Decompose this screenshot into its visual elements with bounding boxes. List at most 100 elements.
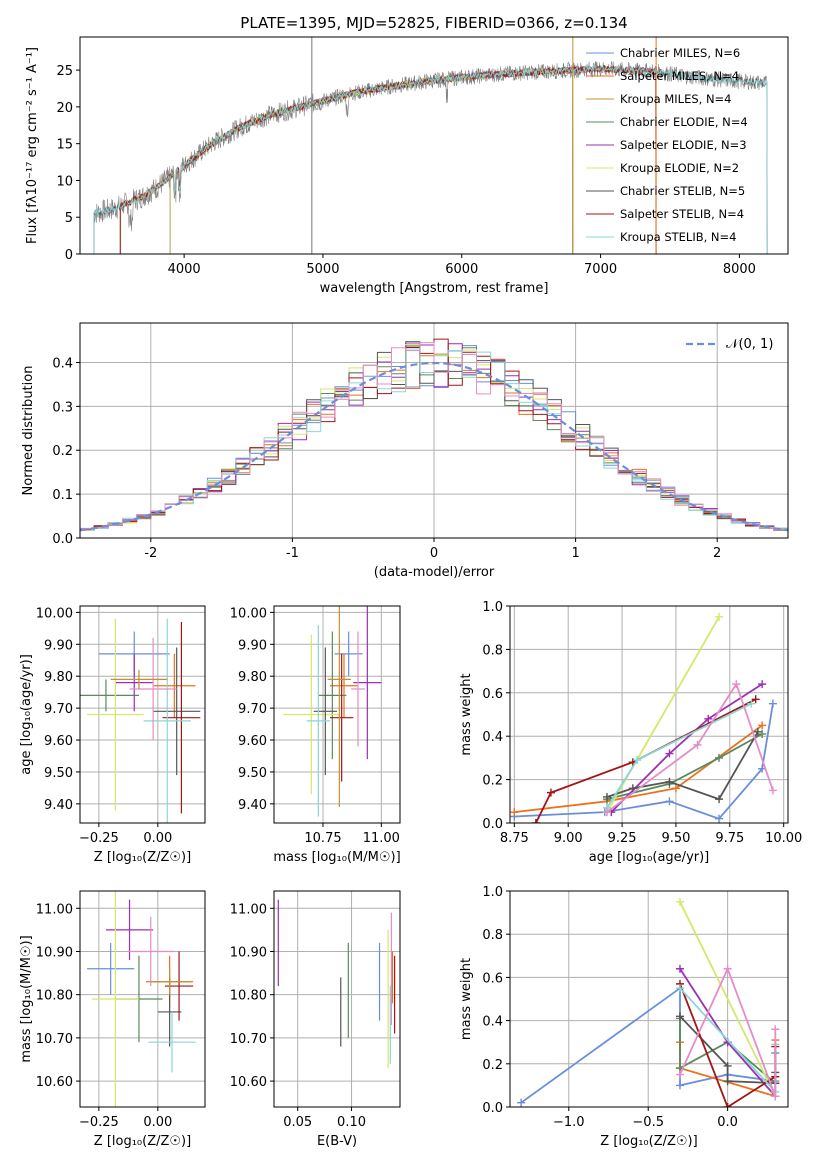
x-tick-label: 9.50 xyxy=(661,831,690,846)
y-ticks: 0.0 0.2 0.4 0.6 0.8 1.0 xyxy=(482,600,510,832)
y-tick-label: 9.70 xyxy=(44,702,73,717)
y-tick-label: 1.0 xyxy=(482,885,503,900)
legend-label: Kroupa MILES, N=4 xyxy=(620,92,732,106)
series-line xyxy=(679,1018,776,1084)
plot-frame xyxy=(79,36,789,255)
plot-frame xyxy=(509,605,789,824)
y-tick-label: 0.8 xyxy=(482,643,503,658)
y-axis-label: mass [log₁₀(M/M☉)] xyxy=(19,935,34,1062)
y-tick-label: 0.0 xyxy=(52,532,73,547)
model-spectrum-line xyxy=(119,64,657,254)
axes-age-vs-Z: −0.25 0.00 9.40 9.50 9.60 9.70 9.80 9.90 10.00 Z … xyxy=(19,606,205,865)
x-tick-label: -1 xyxy=(286,546,299,561)
axes-spectrum: 4000 5000 6000 7000 8000 0 5 10 15 20 25 wavelength… xyxy=(25,47,756,296)
errorbars xyxy=(80,618,201,823)
series-marker xyxy=(747,699,756,708)
series-marker xyxy=(771,1025,780,1034)
y-tick-label: 0.2 xyxy=(52,444,73,459)
x-tick-label: 10.00 xyxy=(765,831,802,846)
y-tick-label: 0.0 xyxy=(482,817,503,832)
y-tick-label: 9.50 xyxy=(238,766,267,781)
errorbars xyxy=(283,606,382,817)
series-marker xyxy=(665,777,674,786)
legend-label: Chabrier STELIB, N=5 xyxy=(620,184,745,198)
series-marker xyxy=(753,727,762,736)
y-tick-label: 9.80 xyxy=(44,670,73,685)
series-marker xyxy=(751,695,760,704)
y-tick-label: 10 xyxy=(56,174,73,189)
chart-title: PLATE=1395, MJD=52825, FIBERID=0366, z=0… xyxy=(240,14,627,32)
series-marker xyxy=(602,792,611,801)
axes-mass-vs-EBV: 0.05 0.10 10.60 10.70 10.80 10.90 11.00 E(B-V) xyxy=(230,891,400,1149)
y-axis-label: Flux [fλ10⁻¹⁷ erg cm⁻² s⁻¹ A⁻¹] xyxy=(25,47,40,244)
x-tick-label: 0.0 xyxy=(717,1115,738,1130)
x-ticks: 4000 5000 6000 7000 8000 xyxy=(168,254,756,277)
series-marker xyxy=(675,1070,684,1079)
x-tick-label: −0.5 xyxy=(632,1115,664,1130)
plot-frame xyxy=(273,890,401,1108)
x-tick-label: 8.75 xyxy=(500,831,529,846)
x-tick-label: −0.25 xyxy=(79,1115,119,1130)
y-tick-label: 10.70 xyxy=(36,1032,73,1047)
y-tick-label: 11.00 xyxy=(36,902,73,917)
series-marker xyxy=(758,730,767,739)
y-tick-label: 10.90 xyxy=(230,945,267,960)
axes-mass-vs-Z: −0.25 0.00 10.60 10.70 10.80 10.90 11.00 Z [log… xyxy=(19,891,205,1149)
series-line xyxy=(535,698,757,823)
series-marker xyxy=(768,699,777,708)
series-marker xyxy=(675,1081,684,1090)
axes-massweight-vs-age: 8.75 9.00 9.25 9.50 9.75 10.00 0.0 0.2 0.4 0.6 0.8… xyxy=(459,600,802,865)
legend-label: Kroupa ELODIE, N=2 xyxy=(620,161,739,175)
y-ticks: 0 5 10 15 20 25 xyxy=(56,64,80,263)
x-tick-label: 10.75 xyxy=(304,831,341,846)
series-marker xyxy=(675,1012,684,1021)
x-ticks: −0.25 0.00 xyxy=(79,1107,172,1130)
series-marker xyxy=(633,756,642,765)
y-tick-label: 0.4 xyxy=(482,730,503,745)
series-marker xyxy=(665,797,674,806)
x-tick-label: 2 xyxy=(713,546,721,561)
x-tick-label: 0.10 xyxy=(337,1115,366,1130)
plot-frame xyxy=(509,890,789,1108)
gridlines xyxy=(80,606,205,823)
y-tick-label: 9.80 xyxy=(238,670,267,685)
y-tick-label: 15 xyxy=(56,138,73,153)
series-marker xyxy=(510,808,519,817)
x-tick-label: 1 xyxy=(571,546,579,561)
y-ticks: 10.60 10.70 10.80 10.90 11.00 xyxy=(230,902,274,1090)
y-tick-label: 0.1 xyxy=(52,488,73,503)
x-ticks: 8.75 9.00 9.25 9.50 9.75 10.00 xyxy=(500,823,802,846)
y-tick-label: 0 xyxy=(65,248,73,263)
y-axis-label: age [log₁₀(age/yr)] xyxy=(19,654,34,775)
y-tick-label: 9.60 xyxy=(238,734,267,749)
series-marker xyxy=(723,964,732,973)
x-tick-label: 9.00 xyxy=(554,831,583,846)
axes-residuals: -2 -1 0 1 2 0.0 0.1 0.2 0.3 0.4 (data-model)/error… xyxy=(21,323,788,580)
series-marker xyxy=(715,814,724,823)
legend-label: Salpeter STELIB, N=4 xyxy=(620,207,744,221)
x-tick-label: −0.25 xyxy=(79,831,119,846)
series-line xyxy=(606,682,774,813)
legend: 𝒩(0, 1) xyxy=(686,337,773,352)
gridlines xyxy=(274,606,400,823)
x-axis-label: Z [log₁₀(Z/Z☉)] xyxy=(600,1134,697,1149)
x-tick-label: -2 xyxy=(144,546,157,561)
series-marker xyxy=(723,1077,732,1086)
y-tick-label: 9.50 xyxy=(44,766,73,781)
y-tick-label: 10.70 xyxy=(230,1032,267,1047)
y-tick-label: 0.0 xyxy=(482,1101,503,1116)
y-ticks: 10.60 10.70 10.80 10.90 11.00 xyxy=(36,902,80,1090)
y-axis-label: Normed distribution xyxy=(21,366,36,496)
legend-label: Chabrier ELODIE, N=4 xyxy=(620,115,748,129)
model-spectrum-line xyxy=(93,65,768,254)
series-line xyxy=(610,683,763,813)
x-tick-label: 0.00 xyxy=(143,1115,172,1130)
y-tick-label: 10.80 xyxy=(36,989,73,1004)
legend-label: Chabrier MILES, N=6 xyxy=(620,46,740,60)
series-marker xyxy=(758,680,767,689)
series-marker xyxy=(675,897,684,906)
series-line xyxy=(606,733,763,800)
y-tick-label: 10.90 xyxy=(36,945,73,960)
y-tick-label: 10.00 xyxy=(230,606,267,621)
